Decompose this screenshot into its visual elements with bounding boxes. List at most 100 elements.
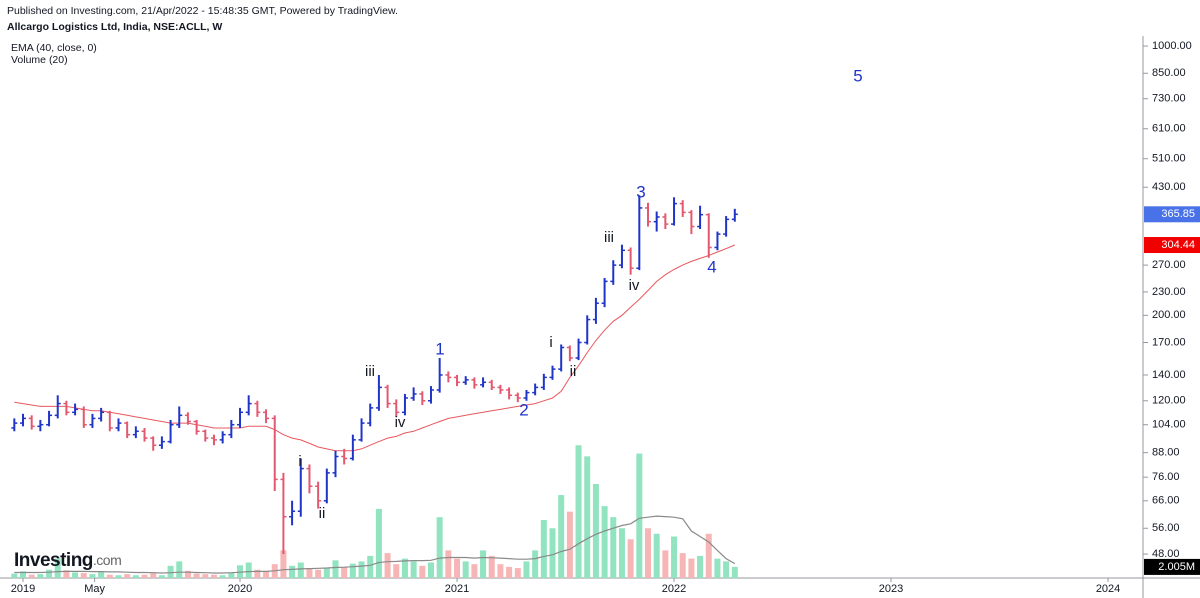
volume-bar xyxy=(124,574,131,578)
wave-label: i xyxy=(298,453,301,470)
y-tick-label: 88.00 xyxy=(1152,447,1180,459)
volume-bar xyxy=(566,511,573,578)
volume-bar xyxy=(497,564,504,578)
volume-bar xyxy=(176,561,183,578)
volume-bar xyxy=(89,574,96,578)
volume-bar xyxy=(375,508,382,578)
volume-bar xyxy=(63,570,70,578)
volume-bar xyxy=(662,550,669,578)
volume-bar xyxy=(141,574,148,578)
chart-title: Allcargo Logistics Ltd, India, NSE:ACLL,… xyxy=(7,21,222,33)
volume-bar xyxy=(723,561,730,578)
volume-bar xyxy=(210,574,217,578)
x-tick-label: 2023 xyxy=(879,583,903,595)
volume-layer xyxy=(11,445,738,578)
volume-bar xyxy=(618,528,625,578)
y-tick-label: 66.00 xyxy=(1152,495,1180,507)
x-tick-label: 2024 xyxy=(1096,583,1120,595)
volume-bar xyxy=(280,550,287,578)
volume-bar xyxy=(132,575,139,578)
y-tick-label: 76.00 xyxy=(1152,471,1180,483)
y-tick-label: 56.00 xyxy=(1152,522,1180,534)
volume-bar xyxy=(315,569,322,578)
indicator-label: EMA (40, close, 0) xyxy=(11,42,97,54)
volume-bar xyxy=(679,553,686,578)
volume-bar xyxy=(393,564,400,578)
volume-bar xyxy=(54,558,61,578)
logo-text: Investing.com xyxy=(14,550,121,571)
volume-bar xyxy=(289,565,296,578)
indicator-label: Volume (20) xyxy=(11,54,68,66)
axis-price-tag xyxy=(1144,237,1200,254)
volume-ma-line xyxy=(14,515,736,574)
volume-bar xyxy=(445,550,452,578)
volume-bar xyxy=(297,562,304,578)
volume-bar xyxy=(627,539,634,578)
wave-label: 2 xyxy=(519,400,528,419)
volume-bar xyxy=(454,558,461,578)
volume-bar xyxy=(419,565,426,578)
wave-label: ii xyxy=(319,505,326,522)
volume-bar xyxy=(514,568,521,578)
volume-bar xyxy=(150,573,157,578)
volume-bar xyxy=(462,561,469,578)
volume-bar xyxy=(506,566,513,578)
volume-bar xyxy=(636,453,643,578)
logo-suffix: .com xyxy=(93,552,121,568)
x-tick-label: 2019 xyxy=(11,583,35,595)
axis-price-label: 2.005M xyxy=(1158,561,1195,573)
wave-label: 3 xyxy=(636,182,645,201)
y-tick-label: 510.00 xyxy=(1152,153,1186,165)
volume-bar xyxy=(714,558,721,578)
volume-bar xyxy=(367,555,374,578)
volume-bar xyxy=(28,574,35,578)
volume-bar xyxy=(98,571,105,578)
volume-bar xyxy=(37,574,44,578)
y-tick-label: 48.00 xyxy=(1152,548,1180,560)
volume-bar xyxy=(20,571,27,578)
volume-bar xyxy=(332,560,339,578)
volume-bar xyxy=(115,575,122,578)
volume-bar xyxy=(323,567,330,578)
volume-bar xyxy=(549,528,556,578)
volume-bar xyxy=(540,519,547,578)
volume-bar xyxy=(46,569,53,578)
volume-bar xyxy=(341,566,348,578)
y-tick-label: 170.00 xyxy=(1152,336,1186,348)
volume-bar xyxy=(184,570,191,578)
volume-bar xyxy=(653,533,660,578)
wave-label: i xyxy=(549,334,552,351)
wave-label: ii xyxy=(570,363,577,380)
wave-label: iii xyxy=(604,229,614,246)
wave-label: 1 xyxy=(435,339,444,358)
volume-bar xyxy=(705,533,712,578)
wave-label: iii xyxy=(365,363,375,380)
volume-bar xyxy=(254,569,261,578)
axis-price-tag xyxy=(1144,206,1200,223)
volume-bar xyxy=(106,574,113,578)
volume-bar xyxy=(72,572,79,578)
axis-price-label: 365.85 xyxy=(1161,208,1195,220)
volume-bar xyxy=(384,553,391,578)
volume-bar xyxy=(158,575,165,578)
volume-bar xyxy=(488,555,495,578)
y-tick-label: 104.00 xyxy=(1152,419,1186,431)
x-tick-label: May xyxy=(84,583,105,595)
y-tick-label: 850.00 xyxy=(1152,67,1186,79)
y-tick-label: 730.00 xyxy=(1152,93,1186,105)
volume-bar xyxy=(80,573,87,578)
volume-bar xyxy=(349,563,356,578)
volume-bar xyxy=(245,562,252,578)
volume-bar xyxy=(228,573,235,578)
volume-bar xyxy=(263,571,270,578)
volume-bar xyxy=(671,536,678,578)
volume-bar xyxy=(306,568,313,578)
volume-bar xyxy=(558,495,565,578)
logo: Investing.com xyxy=(14,550,122,571)
volume-bar xyxy=(697,555,704,578)
y-tick-label: 270.00 xyxy=(1152,259,1186,271)
y-tick-label: 140.00 xyxy=(1152,369,1186,381)
axis-price-tag xyxy=(1144,558,1200,575)
volume-bar xyxy=(592,484,599,578)
